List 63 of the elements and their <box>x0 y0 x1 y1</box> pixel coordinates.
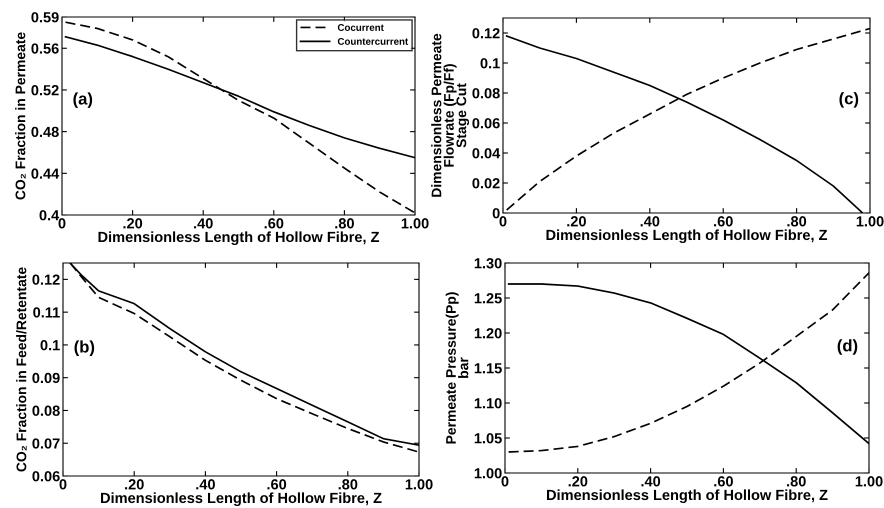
x-tick-label: .40 <box>640 216 660 226</box>
y-axis-title: Permeate Pressure(Pp) bar <box>446 292 468 444</box>
y-tick-label: 1.20 <box>474 328 502 338</box>
x-axis-title: Dimensionless Length of Hollow Fibre, Z <box>547 489 828 504</box>
y-tick-label: 0.06 <box>32 471 60 482</box>
x-tick-label: .80 <box>338 479 358 490</box>
y-tick-label: 0.1 <box>480 58 500 68</box>
y-tick-label: 0.06 <box>472 118 500 128</box>
x-tick-label: .60 <box>714 216 733 226</box>
y-axis-title: CO₂ Fraction in Feed/Retentate <box>16 267 27 472</box>
y-tick-label: 1.00 <box>474 468 502 478</box>
y-tick-label: 0 <box>492 208 500 218</box>
y-tick-label: 0.08 <box>32 406 60 416</box>
y-tick-label: 0.02 <box>472 178 500 188</box>
y-tick-label: 1.15 <box>474 363 502 374</box>
x-tick-label: 0 <box>60 479 66 490</box>
x-tick-label: .60 <box>264 218 284 228</box>
y-tick-label: 0.04 <box>472 148 500 158</box>
y-axis-title: Dimensionless Permeate Flowrate (Fp/Ff) Stage Cut <box>431 34 470 197</box>
y-tick-label: 0.4 <box>40 210 60 220</box>
x-axis-title: Dimensionless Length of Hollow Fibre, Z <box>546 229 828 244</box>
annotation: (c) <box>839 92 858 108</box>
y-tick-label: 0.59 <box>31 12 59 22</box>
y-tick-label: 0.52 <box>31 85 59 96</box>
x-tick-label: .20 <box>123 218 142 228</box>
y-axis-title: CO₂ Fraction in Permeate <box>15 32 26 200</box>
y-tick-label: 0.44 <box>31 168 60 179</box>
y-tick-label: 0.09 <box>32 372 60 384</box>
x-tick-label: .20 <box>568 476 588 486</box>
annotation: (a) <box>73 92 92 108</box>
x-tick-label: 1.00 <box>856 216 884 226</box>
legend-label: Countercurrent <box>338 38 408 45</box>
x-tick-label: .80 <box>335 218 354 228</box>
legend-label: Cocurrent <box>338 24 384 31</box>
x-tick-label: .80 <box>787 476 806 486</box>
x-tick-label: .40 <box>194 218 213 228</box>
y-tick-label: 1.25 <box>474 293 502 304</box>
y-tick-label: 0.08 <box>472 88 500 98</box>
x-tick-label: .40 <box>641 476 660 486</box>
y-tick-label: 0.1 <box>40 340 60 350</box>
x-axis-title: Dimensionless Length of Hollow Fibre, Z <box>98 231 380 246</box>
x-tick-label: .20 <box>567 216 586 226</box>
y-tick-label: 0.11 <box>33 307 60 318</box>
x-tick-label: .80 <box>787 216 806 226</box>
x-tick-label: 1.00 <box>402 218 429 228</box>
x-tick-label: .20 <box>125 479 144 490</box>
y-tick-label: 1.30 <box>474 258 502 268</box>
y-tick-label: 1.05 <box>474 433 502 444</box>
y-tick-label: 0.12 <box>472 28 500 38</box>
y-tick-label: 0.48 <box>31 126 59 138</box>
x-tick-label: 1.00 <box>856 476 883 486</box>
x-tick-label: .60 <box>714 476 733 486</box>
x-tick-label: .40 <box>196 479 215 490</box>
x-axis-title: Dimensionless Length of Hollow Fibre, Z <box>101 492 382 506</box>
y-tick-label: 0.12 <box>32 274 60 285</box>
y-tick-label: 0.07 <box>32 438 60 449</box>
annotation: (d) <box>838 339 858 355</box>
x-tick-label: .60 <box>267 479 286 490</box>
y-tick-label: 1.10 <box>474 398 502 408</box>
annotation: (b) <box>74 340 94 356</box>
x-tick-label: 1.00 <box>406 479 433 490</box>
x-tick-label: 0 <box>502 476 508 486</box>
y-tick-label: 0.56 <box>31 43 59 54</box>
